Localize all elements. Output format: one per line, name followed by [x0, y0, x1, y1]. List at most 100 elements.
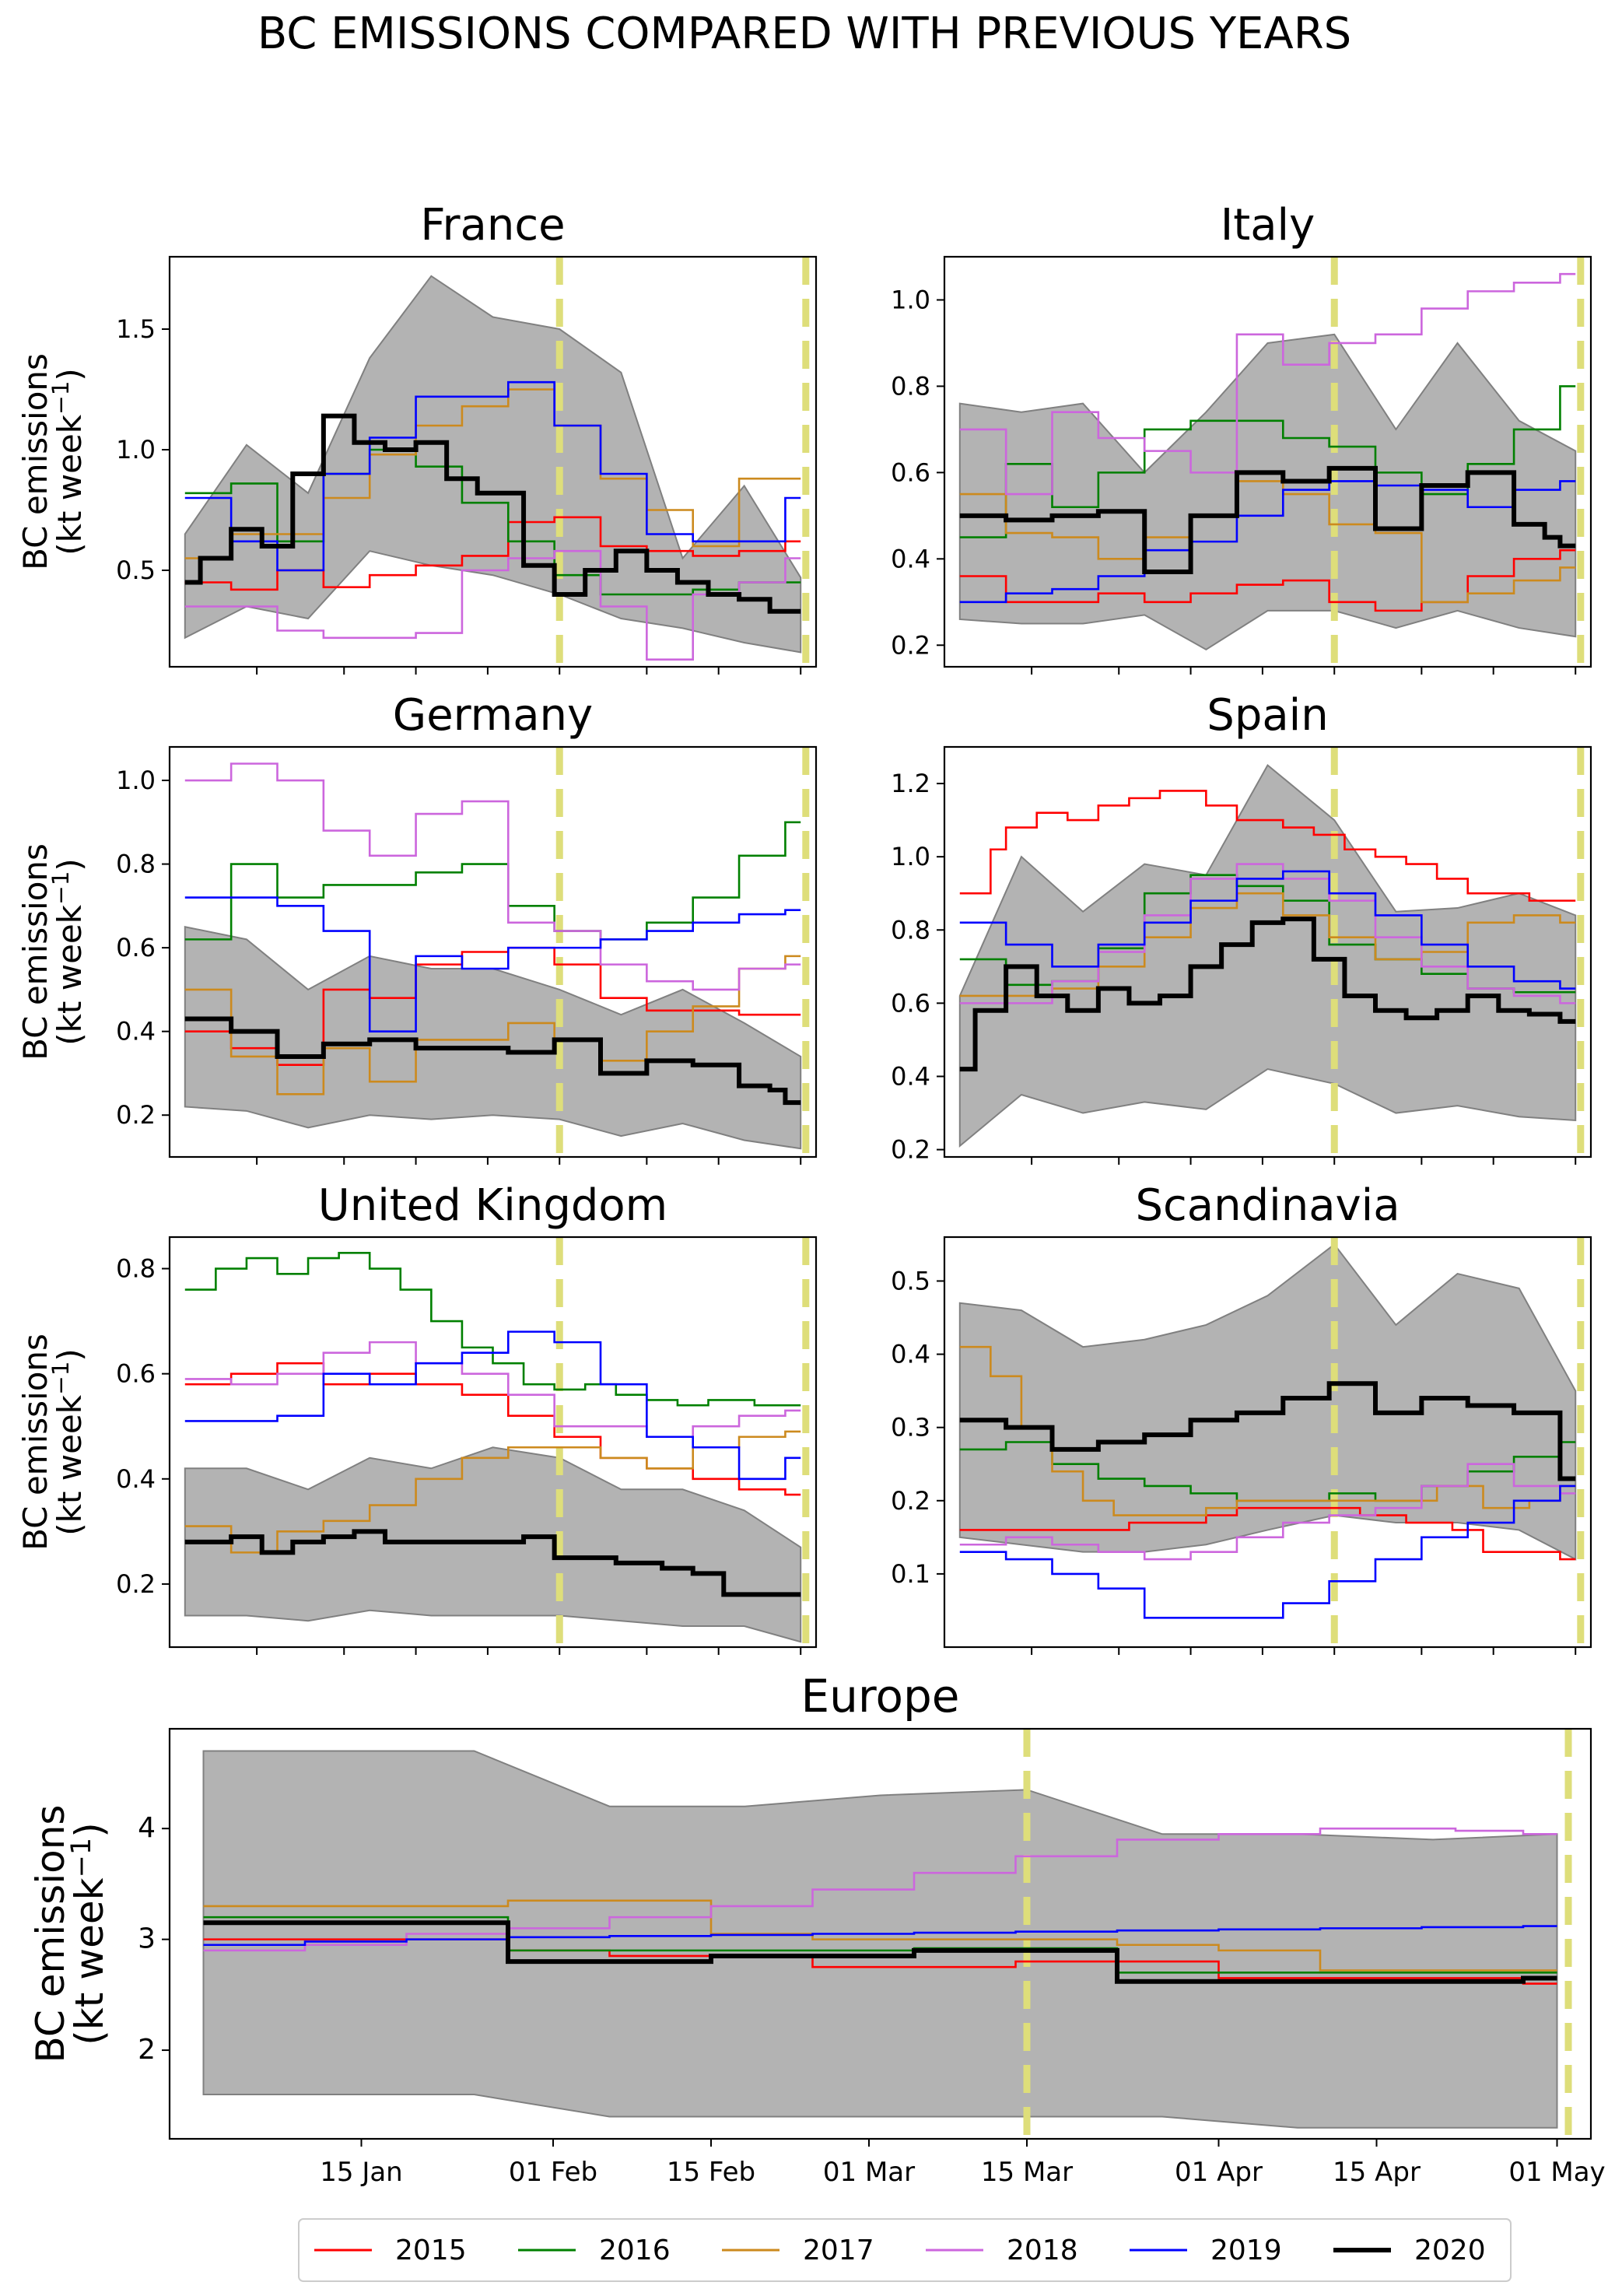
y-tick-label: 0.2 [891, 1135, 930, 1165]
y-axis-unit-label: (kt week−1) [47, 368, 89, 556]
axes-frame [943, 745, 1592, 1159]
y-tick-label: 1.5 [116, 314, 156, 344]
range-envelope [184, 1446, 802, 1643]
y-tick-label: 1.0 [891, 842, 930, 871]
series-2018 [203, 1827, 1557, 1952]
y-axis-unit-label: (kt week−1) [66, 1822, 112, 2045]
series-2018 [959, 272, 1576, 496]
y-tick-label: 1.2 [891, 769, 930, 798]
series-2018 [184, 762, 801, 991]
y-axis-label: BC emissions [16, 1334, 54, 1551]
y-tick-label: 0.3 [891, 1413, 930, 1442]
x-tick-label: 15 Apr [1333, 2157, 1421, 2188]
plot-area [202, 1729, 1572, 2139]
axes-frame [168, 1236, 818, 1649]
series-2018 [184, 1341, 801, 1439]
x-tick-label: 15 Jan [320, 2157, 402, 2188]
series-2015 [959, 1506, 1576, 1561]
series-2015 [184, 1362, 801, 1496]
y-tick-label: 4 [138, 1812, 156, 1844]
panel-france: 0.5 1.0 1.5 France BC emissions(kt week−1) [16, 200, 818, 675]
axes-frame [943, 1236, 1592, 1649]
series-2020 [959, 917, 1576, 1072]
series-2020 [203, 1920, 1557, 1984]
y-tick-label: 1.0 [116, 766, 156, 795]
legend-label-2020: 2020 [1414, 2235, 1486, 2266]
y-axis-unit-label: (kt week−1) [47, 1348, 89, 1536]
axes-frame [168, 255, 818, 668]
y-tick-label: 0.4 [891, 1061, 930, 1091]
x-tick-label: 15 Mar [981, 2157, 1073, 2188]
series-2019 [184, 896, 801, 1032]
y-tick-label: 0.8 [116, 850, 156, 879]
y-tick-label: 0.8 [891, 371, 930, 401]
y-tick-label: 0.2 [891, 1486, 930, 1516]
y-tick-label: 2 [138, 2034, 156, 2066]
series-2017 [184, 955, 801, 1095]
series-2020 [959, 1381, 1576, 1481]
y-tick-label: 0.1 [891, 1559, 930, 1589]
plot-area [184, 1237, 810, 1647]
series-2019 [203, 1925, 1557, 1947]
series-2019 [959, 870, 1576, 990]
y-tick-label: 0.6 [116, 933, 156, 962]
range-envelope [958, 763, 1577, 1148]
series-2018 [184, 549, 801, 661]
figure-title: BC EMISSIONS COMPARED WITH PREVIOUS YEAR… [257, 9, 1351, 59]
series-2017 [203, 1899, 1557, 1972]
y-tick-label: 0.4 [116, 1464, 156, 1494]
series-2016 [184, 1251, 801, 1407]
plot-area [184, 257, 810, 667]
legend-box [298, 2218, 1512, 2282]
legend-label-2015: 2015 [395, 2235, 467, 2266]
series-2019 [959, 1485, 1576, 1619]
y-tick-label: 1.0 [116, 435, 156, 464]
y-axis-label: BC emissions [16, 843, 54, 1060]
y-tick-label: 3 [138, 1923, 156, 1955]
y-tick-label: 0.4 [891, 544, 930, 573]
series-2020 [184, 413, 801, 614]
series-2019 [959, 480, 1576, 604]
y-tick-label: 0.4 [891, 1340, 930, 1369]
series-2020 [959, 465, 1576, 574]
range-envelope [958, 1243, 1577, 1561]
legend-label-2017: 2017 [803, 2235, 874, 2266]
y-tick-label: 0.6 [116, 1359, 156, 1389]
series-2015 [959, 549, 1576, 612]
series-2015 [959, 790, 1576, 902]
axes-frame [168, 745, 818, 1159]
series-2020 [184, 1529, 801, 1597]
plot-area [958, 1237, 1585, 1647]
legend-label-2016: 2016 [599, 2235, 671, 2266]
plot-area [184, 747, 810, 1157]
panel-title: France [420, 200, 565, 251]
plot-area [958, 747, 1585, 1157]
series-2016 [203, 1916, 1557, 1974]
series-2017 [959, 892, 1576, 997]
series-2018 [959, 863, 1576, 1004]
x-tick-label: 15 Feb [667, 2157, 755, 2188]
panel-spain: 0.2 0.4 0.6 0.8 1.0 1.2 Spain [891, 690, 1592, 1165]
legend: 2015 2016 2017 2018 2019 2020 [298, 2218, 1512, 2282]
y-axis-label: BC emissions [16, 353, 54, 570]
y-tick-label: 0.2 [891, 630, 930, 660]
x-tick-label: 01 Mar [823, 2157, 915, 2188]
series-2017 [959, 480, 1576, 604]
y-tick-label: 1.0 [891, 285, 930, 314]
legend-label-2018: 2018 [1007, 2235, 1078, 2266]
legend-label-2019: 2019 [1210, 2235, 1282, 2266]
panel-title: Scandinavia [1135, 1180, 1400, 1231]
panel-italy: 0.2 0.4 0.6 0.8 1.0 Italy [891, 200, 1592, 675]
axes-frame [943, 255, 1592, 668]
y-tick-label: 0.5 [116, 556, 156, 585]
panel-united-kingdom: 0.2 0.4 0.6 0.8 United Kingdom BC emissions(k… [16, 1180, 818, 1655]
series-2016 [959, 385, 1576, 538]
y-tick-label: 0.6 [891, 988, 930, 1018]
range-envelope [184, 926, 802, 1150]
axes-frame [168, 1727, 1592, 2140]
x-tick-label: 01 Apr [1175, 2157, 1263, 2188]
panel-scandinavia: 0.1 0.2 0.3 0.4 0.5 Scandinavia [891, 1180, 1592, 1655]
series-2019 [184, 380, 801, 572]
